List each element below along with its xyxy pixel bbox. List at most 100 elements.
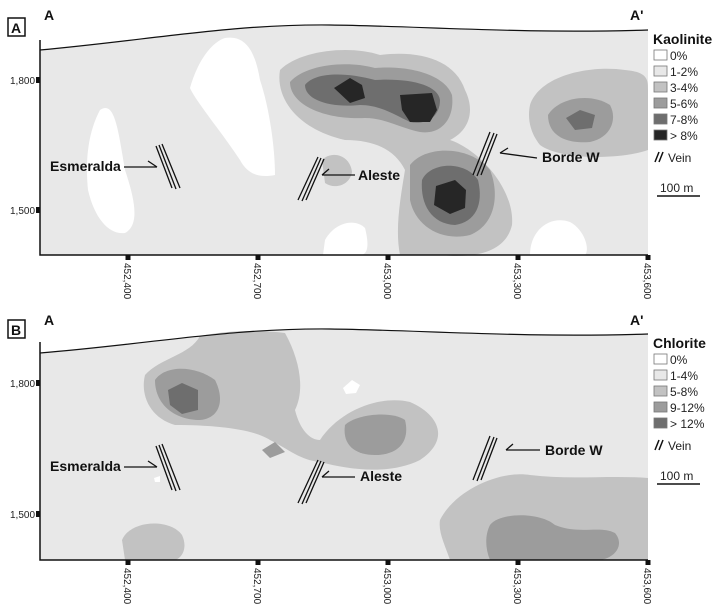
zone-0pct <box>530 220 587 255</box>
zone-0pct <box>343 380 360 394</box>
y-axis-ticks: 1,800 1,500 <box>10 379 40 521</box>
zone-0pct <box>154 476 160 482</box>
section-end-label: A' <box>630 312 643 328</box>
zone-gt-8pct <box>400 93 437 122</box>
vein-arrows <box>124 147 538 176</box>
legend-chlorite: Chlorite 0% 1-4% 5-8% 9-12% > 12% Vein 100 m <box>653 335 706 485</box>
x-axis-ticks: 452,400 452,700 453,000 453,300 453,600 <box>121 255 652 300</box>
zone-gt-8pct <box>434 180 466 214</box>
legend-swatch <box>653 353 668 365</box>
y-tick-label: 1,500 <box>10 510 35 521</box>
legend-kaolinite: Kaolinite 0% 1-2% 3-4% 5-6% 7-8% > 8% Vein 100 m <box>653 31 712 197</box>
legend-swatch <box>653 113 668 125</box>
x-tick-label: 453,600 <box>641 263 652 300</box>
zone-0pct <box>323 222 368 255</box>
vein-label-borde-w: Borde W <box>545 442 603 458</box>
legend-item-label: 3-4% <box>670 81 698 95</box>
panel-b: B A A' Esmeralda Aleste Borde W <box>7 312 652 605</box>
x-tick-mark <box>645 560 651 565</box>
legend-swatch <box>653 417 668 429</box>
scale-bar-label: 100 m <box>660 181 693 195</box>
vein-label-aleste: Aleste <box>360 468 402 484</box>
x-tick-mark <box>645 255 651 260</box>
vein-label-borde-w: Borde W <box>542 149 600 165</box>
section-start-label: A <box>44 7 54 23</box>
x-tick-label: 452,700 <box>251 568 262 605</box>
legend-swatch <box>653 385 668 397</box>
axes <box>39 40 648 256</box>
legend-item-label: 1-2% <box>670 65 698 79</box>
vein-legend-label: Vein <box>668 439 691 453</box>
x-tick-label: 452,400 <box>121 568 132 605</box>
scale-bar-label: 100 m <box>660 469 693 483</box>
legend-item-label: > 12% <box>670 417 705 431</box>
vein-borde-w-symbol <box>472 435 498 482</box>
topographic-surface <box>39 24 649 51</box>
x-tick-label: 452,400 <box>121 263 132 300</box>
x-tick-label: 453,300 <box>511 568 522 605</box>
legend-title: Chlorite <box>653 335 706 351</box>
vein-legend-icon <box>654 151 664 163</box>
legend-item-label: 7-8% <box>670 113 698 127</box>
vein-label-esmeralda: Esmeralda <box>50 458 121 474</box>
vein-arrows <box>124 443 540 478</box>
axes <box>39 342 648 561</box>
zone-0pct <box>190 37 275 177</box>
legend-swatch <box>653 65 668 77</box>
vein-aleste-symbol <box>297 156 325 202</box>
legend-item-label: > 8% <box>670 129 698 143</box>
zone-gt-12pct <box>168 383 198 414</box>
zone-gt-8pct <box>334 78 365 103</box>
y-axis-ticks: 1,800 1,500 <box>10 76 40 217</box>
x-tick-mark <box>125 560 131 565</box>
x-tick-label: 453,000 <box>381 263 392 300</box>
y-tick-label: 1,800 <box>10 76 35 87</box>
panel-label: A <box>11 20 21 36</box>
legend-swatch <box>653 97 668 109</box>
zone-9-12pct <box>344 414 407 455</box>
x-tick-mark <box>515 560 521 565</box>
x-tick-mark <box>385 560 391 565</box>
vein-label-esmeralda: Esmeralda <box>50 158 121 174</box>
x-tick-label: 453,600 <box>641 568 652 605</box>
zone-5-8pct <box>122 523 185 560</box>
x-tick-label: 453,000 <box>381 568 392 605</box>
panel-a: A A A' <box>7 7 652 300</box>
x-tick-mark <box>255 560 261 565</box>
legend-item-label: 5-6% <box>670 97 698 111</box>
x-axis-ticks: 452,400 452,700 453,000 453,300 453,600 <box>121 560 652 605</box>
vein-borde-w-symbol <box>472 131 498 177</box>
vein-esmeralda-symbol <box>155 143 181 190</box>
x-tick-mark <box>255 255 261 260</box>
x-tick-label: 452,700 <box>251 263 262 300</box>
section-end-label: A' <box>630 7 643 23</box>
legend-item-label: 0% <box>670 49 688 63</box>
legend-item-label: 0% <box>670 353 688 367</box>
x-tick-mark <box>515 255 521 260</box>
y-tick-label: 1,500 <box>10 206 35 217</box>
zone-7-8pct <box>566 110 595 130</box>
x-tick-label: 453,300 <box>511 263 522 300</box>
vein-esmeralda-symbol <box>155 443 181 492</box>
legend-item-label: 9-12% <box>670 401 705 415</box>
y-tick-label: 1,800 <box>10 379 35 390</box>
x-tick-mark <box>125 255 131 260</box>
legend-item-label: 5-8% <box>670 385 698 399</box>
vein-aleste-symbol <box>297 459 325 505</box>
section-start-label: A <box>44 312 54 328</box>
legend-swatch <box>653 81 668 93</box>
vein-legend-label: Vein <box>668 151 691 165</box>
panel-label-box <box>7 319 26 339</box>
vein-label-aleste: Aleste <box>358 167 400 183</box>
legend-title: Kaolinite <box>653 31 712 47</box>
legend-swatch <box>653 49 668 61</box>
vein-legend-icon <box>654 439 664 451</box>
legend-swatch <box>653 369 668 381</box>
x-tick-mark <box>385 255 391 260</box>
topographic-surface <box>39 328 649 354</box>
panel-label: B <box>11 322 21 338</box>
zone-9-12pct <box>486 515 620 560</box>
zone-0pct <box>86 108 135 234</box>
legend-swatch <box>653 401 668 413</box>
